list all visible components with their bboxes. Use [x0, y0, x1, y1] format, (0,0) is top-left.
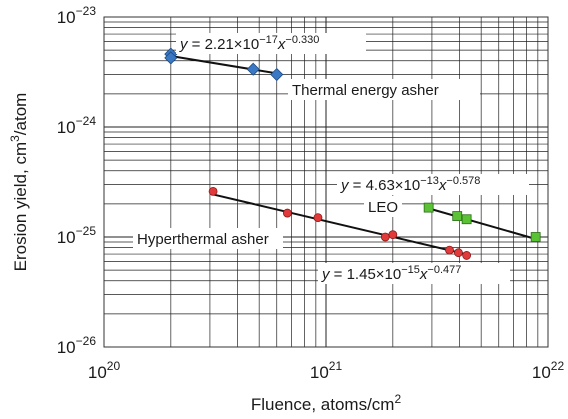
- data-point-thermal: [270, 67, 284, 82]
- data-point-hyperthermal: [462, 251, 472, 260]
- x-tick-label: 1021: [310, 359, 343, 382]
- hyper-label-bg: [133, 228, 283, 249]
- y-tick-label: 10−26: [57, 334, 97, 357]
- y-tick-label: 10−23: [57, 4, 97, 27]
- plot-frame: [103, 16, 549, 348]
- data-point-leo: [461, 214, 472, 225]
- data-point-leo: [452, 211, 463, 221]
- x-axis-label: Fluence, atoms/cm2: [251, 392, 402, 414]
- data-point-thermal: [164, 51, 178, 65]
- series-label-leo: LEO: [368, 199, 398, 216]
- x-tick-label: 1022: [532, 359, 565, 382]
- data-point-hyperthermal: [380, 232, 390, 242]
- data-point-leo: [423, 202, 434, 213]
- thermal-label-bg: [288, 79, 480, 100]
- data-point-hyperthermal: [282, 208, 292, 218]
- eq-hyper-bg: [318, 263, 510, 284]
- data-point-leo: [530, 232, 541, 242]
- y-axis-label: Erosion yield, cm3/atom: [8, 93, 30, 272]
- y-tick-label: 10−25: [57, 224, 97, 247]
- y-tick-label: 10−24: [57, 114, 97, 137]
- leo-label-bg: [364, 196, 402, 217]
- fit-line: [168, 54, 282, 76]
- data-point-hyperthermal: [313, 213, 323, 223]
- eq-leo-bg: [337, 174, 529, 195]
- fit-line: [428, 207, 536, 240]
- series-label-thermal: Thermal energy asher: [292, 82, 439, 99]
- tick-labels: 1020 1021 1022 10−23 10−24 10−25 10−26: [57, 4, 565, 382]
- series-label-hyperthermal: Hyperthermal asher: [137, 231, 269, 248]
- fit-lines: [168, 54, 536, 256]
- equation-hyperthermal: y = 1.45×10−15x−0.477: [321, 264, 461, 283]
- data-point-hyperthermal: [445, 245, 454, 255]
- fit-line: [212, 193, 467, 256]
- equation-leo: y = 4.63×10−13x−0.578: [340, 175, 480, 194]
- data-point-thermal: [246, 62, 260, 76]
- x-tick-label: 1020: [88, 359, 121, 382]
- data-markers: [164, 47, 541, 260]
- data-point-hyperthermal: [208, 186, 218, 196]
- eq-thermal-bg: [176, 33, 366, 54]
- data-point-hyperthermal: [388, 230, 398, 240]
- equation-thermal: y = 2.21×10−17x−0.330: [179, 34, 319, 53]
- data-point-hyperthermal: [454, 248, 463, 258]
